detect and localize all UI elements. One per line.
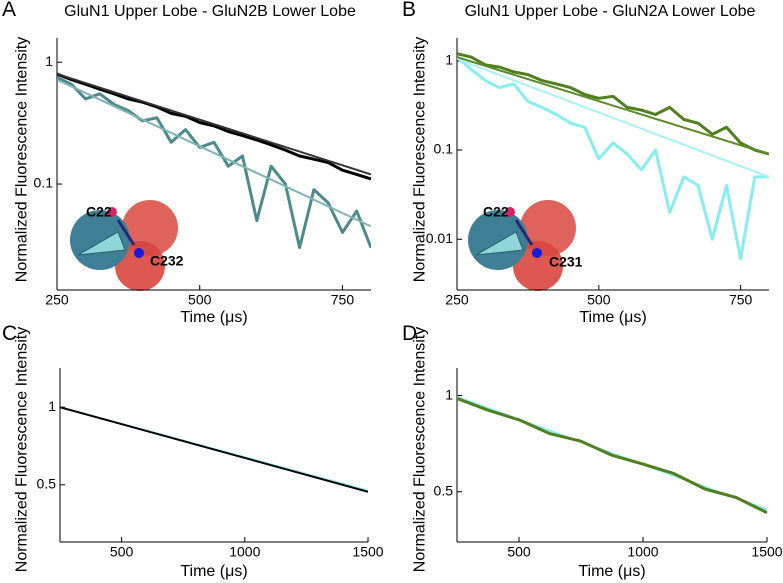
inset-diagram [468, 200, 576, 291]
y-tick-label: 0.5 [37, 476, 57, 492]
x-axis-label: Time (μs) [578, 563, 645, 580]
chart-title: GluN1 Upper Lobe - GluN2B Lower Lobe [64, 3, 356, 20]
chart-title: GluN1 Upper Lobe - GluN2A Lower Lobe [464, 3, 756, 20]
y-axis-label: Normalized Fluorescence Intensity [411, 326, 429, 573]
y-tick-label: 0.5 [434, 482, 454, 498]
x-tick-label: 750 [729, 292, 753, 308]
annotation: C22 [483, 204, 509, 220]
x-tick-label: 250 [445, 292, 469, 308]
data-line [57, 72, 371, 181]
x-tick-label: 500 [507, 544, 531, 560]
x-axis-label: Time (μs) [579, 309, 646, 326]
x-tick-label: 1000 [627, 544, 658, 560]
panel-label: A [2, 0, 17, 21]
x-axis-label: Time (μs) [180, 309, 247, 326]
y-tick-label: 1 [445, 386, 453, 402]
y-tick-label: 0.01 [426, 230, 453, 246]
y-tick-label: 0.1 [434, 141, 454, 157]
y-axis-label: Normalized Fluorescence Intensity [411, 36, 429, 283]
inset-diagram [70, 200, 178, 291]
y-tick-label: 1 [445, 51, 453, 67]
data-line [457, 57, 769, 178]
data-line [57, 78, 371, 228]
annotation: C22 [86, 204, 112, 220]
x-tick-label: 250 [45, 292, 69, 308]
x-axis-label: Time (μs) [180, 563, 247, 580]
annotation: C231 [549, 254, 583, 270]
y-tick-label: 0.1 [34, 175, 54, 191]
panel-label: C [2, 322, 18, 345]
x-tick-label: 1500 [352, 544, 383, 560]
x-tick-label: 500 [188, 292, 212, 308]
data-line [457, 56, 769, 156]
panel-label: D [402, 322, 418, 345]
data-line [57, 73, 371, 176]
x-tick-label: 500 [587, 292, 611, 308]
data-line [60, 406, 368, 493]
data-line [457, 52, 769, 156]
panel-label: B [402, 0, 417, 21]
y-axis-label: Normalized Fluorescence Intensity [13, 326, 31, 573]
x-tick-label: 750 [331, 292, 355, 308]
y-tick-label: 1 [48, 398, 56, 414]
data-line [457, 396, 767, 515]
y-axis-label: Normalized Fluorescence Intensity [13, 36, 31, 283]
data-line [57, 76, 371, 250]
x-tick-label: 1500 [751, 544, 782, 560]
x-tick-label: 1000 [229, 544, 260, 560]
annotation: C232 [150, 253, 184, 269]
x-tick-label: 500 [110, 544, 134, 560]
data-line [457, 55, 769, 261]
y-tick-label: 1 [45, 53, 53, 69]
